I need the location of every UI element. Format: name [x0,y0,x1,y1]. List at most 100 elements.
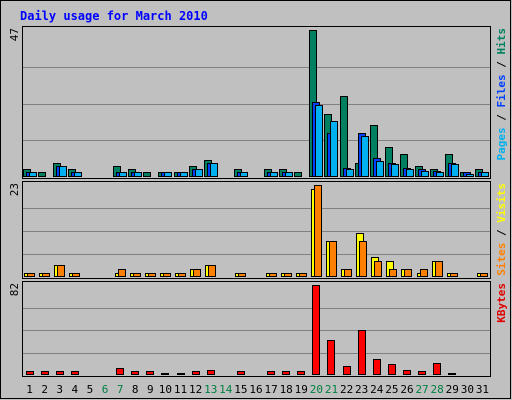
bar-sites-day-15 [238,273,246,277]
x-tick-label-4: 4 [72,383,79,396]
bar-pages-day-10 [164,172,172,177]
bar-pages-day-23 [361,136,369,177]
bar-pages-day-11 [180,172,188,177]
bar-kbytes-day-1 [26,371,34,375]
chart-panel-2: 23 Sites / Visits [8,181,508,279]
x-tick-label-24: 24 [370,383,384,396]
bar-sites-day-2 [42,273,50,277]
series-label-part: / [495,108,508,128]
bar-pages-day-17 [270,172,278,177]
x-tick-label-6: 6 [102,383,109,396]
bar-pages-day-7 [119,172,127,177]
bar-sites-day-3 [57,265,65,277]
x-tick-label-20: 20 [310,383,323,396]
x-tick-label-2: 2 [41,383,48,396]
bar-sites-day-10 [163,273,171,277]
bar-kbytes-day-22 [343,366,351,375]
bar-sites-day-25 [389,269,397,277]
bar-kbytes-day-12 [192,371,200,375]
panel-frame [22,281,491,377]
bar-hits-day-9 [143,172,151,177]
bar-pages-day-28 [436,172,444,177]
chart-panel-1: 47 Pages / Files / Hits [8,26,508,179]
bar-kbytes-day-26 [403,370,411,375]
bar-kbytes-day-28 [433,363,441,375]
bar-pages-day-25 [391,164,399,177]
bar-pages-day-1 [29,172,37,177]
x-tick-label-3: 3 [56,383,63,396]
x-tick-label-27: 27 [415,383,428,396]
x-tick-label-21: 21 [325,383,338,396]
bar-pages-day-15 [240,172,248,177]
series-label-part: / [495,223,508,243]
bar-pages-day-24 [376,161,384,177]
bar-sites-day-13 [208,265,216,277]
bar-kbytes-day-18 [282,371,290,375]
bar-pages-day-29 [451,164,459,177]
x-tick-label-29: 29 [446,383,459,396]
x-tick-label-8: 8 [132,383,139,396]
bar-kbytes-day-17 [267,371,275,375]
series-label-part: / [495,55,508,75]
bar-kbytes-day-29 [448,373,456,375]
bar-sites-day-8 [133,273,141,277]
x-tick-label-22: 22 [340,383,353,396]
bar-sites-day-27 [420,269,428,277]
panel-frame [22,26,491,179]
bar-sites-day-12 [193,269,201,277]
bar-kbytes-day-11 [177,373,185,375]
panel-series-label: Sites / Visits [495,183,508,276]
bar-kbytes-day-24 [373,359,381,375]
bar-sites-day-22 [344,269,352,277]
bar-sites-day-11 [178,273,186,277]
series-label-part: KBytes [495,283,508,323]
bar-pages-day-27 [421,171,429,177]
x-tick-label-25: 25 [385,383,398,396]
bar-hits-day-22 [340,96,348,177]
bar-pages-day-12 [195,169,203,177]
bar-sites-day-18 [284,273,292,277]
bar-kbytes-day-8 [131,371,139,375]
bar-pages-day-4 [74,172,82,177]
x-tick-label-1: 1 [26,383,33,396]
bar-kbytes-day-7 [116,368,124,375]
bar-hits-day-2 [38,172,46,177]
x-tick-label-14: 14 [219,383,233,396]
bar-pages-day-13 [210,163,218,177]
panel-scale-label: 23 [8,183,21,196]
bar-kbytes-day-3 [56,371,64,375]
bar-kbytes-day-27 [418,371,426,375]
bar-kbytes-day-2 [41,371,49,375]
x-tick-label-28: 28 [431,383,444,396]
bar-pages-day-30 [466,174,474,177]
bar-hits-day-19 [294,172,302,177]
bar-sites-day-31 [480,273,488,277]
bar-sites-day-19 [299,273,307,277]
bar-kbytes-day-23 [358,330,366,375]
x-tick-label-31: 31 [476,383,489,396]
x-tick-label-16: 16 [249,383,262,396]
series-label-part: Visits [495,183,508,223]
bar-sites-day-23 [359,241,367,277]
bar-kbytes-day-25 [388,364,396,375]
bar-sites-day-1 [27,273,35,277]
bar-kbytes-day-4 [71,371,79,375]
panel-scale-label: 47 [8,28,21,41]
bar-pages-day-31 [481,172,489,177]
x-tick-label-13: 13 [204,383,217,396]
bar-pages-day-21 [330,121,338,177]
bar-kbytes-day-20 [312,285,320,375]
x-tick-label-5: 5 [87,383,94,396]
chart-panels: 47 Pages / Files / Hits 23 Sites / Visits 82… [8,26,508,377]
bar-pages-day-8 [134,172,142,177]
series-label-part: Hits [495,28,508,55]
x-tick-label-19: 19 [295,383,308,396]
panel-scale-label: 82 [8,283,21,296]
x-tick-label-15: 15 [234,383,247,396]
bar-pages-day-20 [315,105,323,177]
panel-series-label: KBytes [495,283,508,323]
bar-pages-day-3 [59,166,67,177]
x-tick-label-18: 18 [280,383,293,396]
x-tick-label-26: 26 [400,383,413,396]
